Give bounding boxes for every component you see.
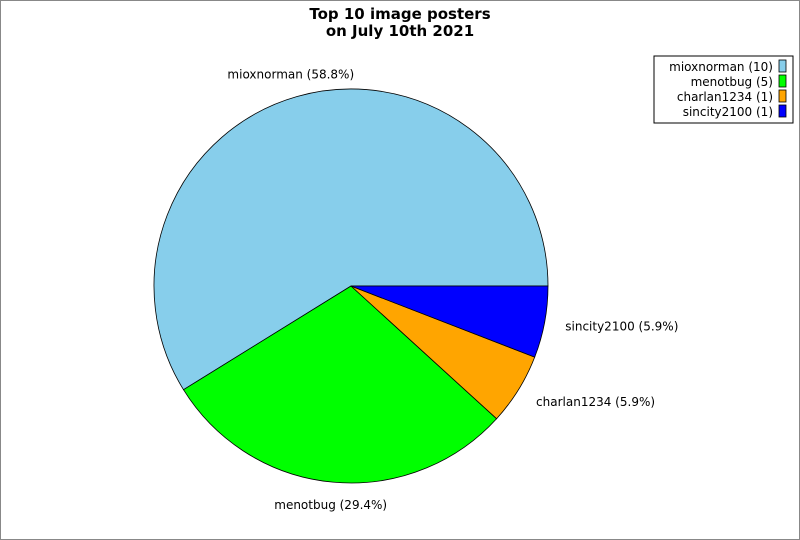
legend-swatch-mioxnorman <box>778 59 787 73</box>
legend-label-sincity2100: sincity2100 (1) <box>683 105 773 119</box>
legend-label-menotbug: menotbug (5) <box>691 75 773 89</box>
slice-label-sincity2100: sincity2100 (5.9%) <box>565 319 678 333</box>
slice-label-charlan1234: charlan1234 (5.9%) <box>536 395 655 409</box>
pie-slice-sincity2100 <box>350 285 549 358</box>
legend: mioxnorman (10)menotbug (5)charlan1234 (… <box>653 55 794 124</box>
chart-title-line-2: on July 10th 2021 <box>326 22 474 40</box>
chart-title-line-1: Top 10 image posters <box>309 5 490 23</box>
legend-box <box>653 55 794 124</box>
slice-label-mioxnorman: mioxnorman (58.8%) <box>227 67 354 81</box>
legend-label-charlan1234: charlan1234 (1) <box>677 90 773 104</box>
legend-label-mioxnorman: mioxnorman (10) <box>669 60 773 74</box>
pie-slice-mioxnorman <box>153 88 549 391</box>
legend-swatch-menotbug <box>778 74 787 88</box>
legend-swatch-sincity2100 <box>778 104 787 118</box>
pie-slice-menotbug <box>182 285 498 484</box>
legend-swatch-charlan1234 <box>778 89 787 103</box>
slice-label-menotbug: menotbug (29.4%) <box>274 498 387 512</box>
